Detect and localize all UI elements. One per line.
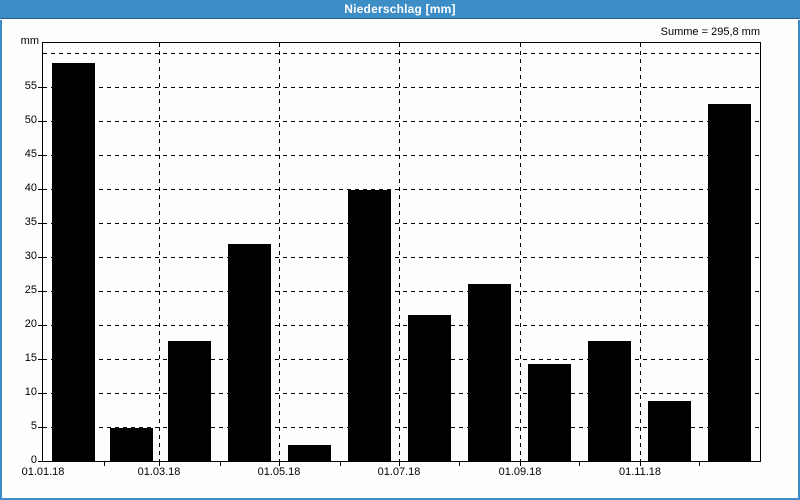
y-axis-tick-label: 45 <box>24 148 37 161</box>
x-axis-tick-label: 01.11.18 <box>618 466 662 478</box>
y-axis-tick-label: 10 <box>24 386 37 399</box>
x-axis-top-tick <box>399 43 400 47</box>
x-axis-tick-label: 01.07.18 <box>377 466 421 478</box>
y-axis-tick-label: 15 <box>24 352 37 365</box>
plot-area: 0 5 10 15 20 25 30 35 40 45 50 55 01.01.18 01.03.18 01… <box>22 42 761 478</box>
y-axis-tick-label: 25 <box>24 284 37 297</box>
x-axis-tick <box>459 462 460 466</box>
y-axis-tick <box>38 359 42 361</box>
y-gridline <box>43 359 760 361</box>
x-gridline <box>399 43 400 461</box>
x-axis-top-tick <box>159 43 160 47</box>
y-axis-tick-label: 5 <box>30 420 37 433</box>
bar <box>110 428 153 461</box>
x-axis-tick <box>220 462 221 466</box>
y-axis-tick <box>38 461 42 462</box>
x-axis-top-tick <box>279 43 280 47</box>
bar <box>348 190 391 461</box>
y-axis-tick-label: 30 <box>24 250 37 263</box>
y-gridline <box>43 427 760 429</box>
x-gridline <box>520 43 521 461</box>
y-axis-tick <box>38 257 42 259</box>
bar <box>468 284 511 461</box>
y-axis-tick <box>38 87 42 89</box>
y-axis-tick <box>38 189 42 191</box>
y-gridline <box>43 121 760 123</box>
x-axis-tick <box>279 462 280 466</box>
y-axis-tick-label: 35 <box>24 216 37 229</box>
x-axis-tick <box>520 462 521 466</box>
y-axis-tick <box>38 223 42 225</box>
y-gridline <box>43 155 760 157</box>
y-axis-tick <box>38 393 42 395</box>
y-gridline <box>43 291 760 293</box>
x-gridline <box>279 43 280 461</box>
bar <box>408 315 451 461</box>
x-axis-tick-label: 01.09.18 <box>498 466 542 478</box>
y-gridline <box>43 223 760 225</box>
x-axis-tick <box>579 462 580 466</box>
y-axis-tick <box>38 121 42 123</box>
y-axis-tick <box>38 427 42 429</box>
y-gridline <box>43 257 760 259</box>
x-axis-tick-label: 01.01.18 <box>21 466 65 478</box>
x-axis-tick <box>104 462 105 466</box>
x-axis-tick-label: 01.05.18 <box>257 466 301 478</box>
y-axis-tick-label: 50 <box>24 114 37 127</box>
y-axis-tick-label: 40 <box>24 182 37 195</box>
chart-panel: Summe = 295,8 mm mm 0 5 10 15 20 25 30 35 40 45 50… <box>0 20 800 500</box>
x-axis-tick <box>340 462 341 466</box>
x-gridline <box>640 43 641 461</box>
bar <box>168 341 211 461</box>
y-axis-tick <box>38 291 42 293</box>
window-title: Niederschlag [mm] <box>344 2 456 16</box>
y-gridline <box>43 53 760 55</box>
y-gridline <box>43 393 760 395</box>
x-axis-tick <box>399 462 400 466</box>
y-axis-unit-label: mm <box>20 35 39 47</box>
y-gridline <box>43 325 760 327</box>
bar <box>528 364 571 461</box>
y-axis-tick-label: 0 <box>30 454 37 466</box>
y-gridline <box>43 87 760 89</box>
bar <box>648 401 691 461</box>
bar <box>588 341 631 461</box>
bar <box>228 244 271 461</box>
x-gridline <box>159 43 160 461</box>
bar <box>288 445 331 461</box>
bar <box>52 63 95 461</box>
x-axis-top-tick <box>640 43 641 47</box>
x-axis-tick <box>699 462 700 466</box>
y-axis-tick-label: 20 <box>24 318 37 331</box>
x-axis-top-tick <box>520 43 521 47</box>
x-axis-tick <box>640 462 641 466</box>
y-axis-tick <box>38 325 42 327</box>
sum-annotation: Summe = 295,8 mm <box>660 26 760 38</box>
bar <box>708 104 751 461</box>
y-gridline <box>43 189 760 191</box>
y-axis-tick <box>38 155 42 157</box>
x-axis-tick <box>159 462 160 466</box>
x-axis-tick-label: 01.03.18 <box>137 466 181 478</box>
window-titlebar[interactable]: Niederschlag [mm] <box>0 0 800 19</box>
y-axis-tick-label: 55 <box>24 80 37 93</box>
